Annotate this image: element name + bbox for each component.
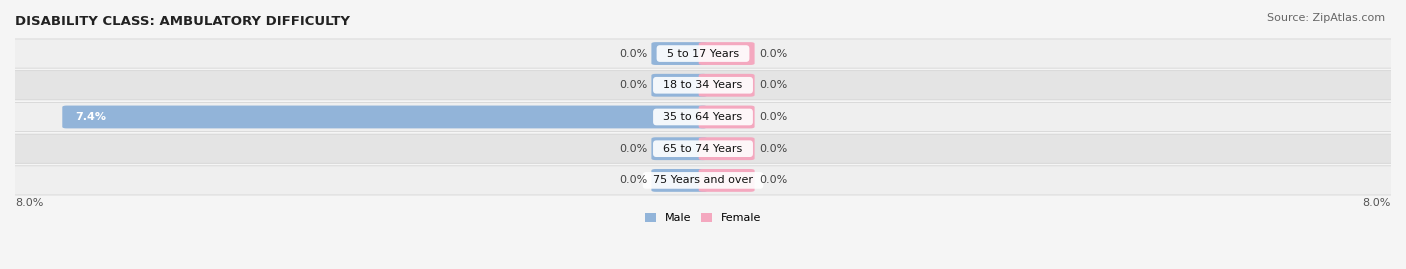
FancyBboxPatch shape	[651, 169, 707, 192]
Text: 0.0%: 0.0%	[619, 175, 647, 185]
Text: 65 to 74 Years: 65 to 74 Years	[657, 144, 749, 154]
Text: 0.0%: 0.0%	[619, 144, 647, 154]
Text: 0.0%: 0.0%	[759, 175, 787, 185]
FancyBboxPatch shape	[62, 105, 707, 128]
FancyBboxPatch shape	[699, 74, 755, 97]
FancyBboxPatch shape	[8, 166, 1398, 195]
Text: 5 to 17 Years: 5 to 17 Years	[659, 48, 747, 59]
FancyBboxPatch shape	[651, 74, 707, 97]
Text: 0.0%: 0.0%	[759, 112, 787, 122]
FancyBboxPatch shape	[8, 134, 1398, 163]
Text: DISABILITY CLASS: AMBULATORY DIFFICULTY: DISABILITY CLASS: AMBULATORY DIFFICULTY	[15, 15, 350, 28]
FancyBboxPatch shape	[8, 102, 1398, 132]
FancyBboxPatch shape	[651, 137, 707, 160]
FancyBboxPatch shape	[8, 39, 1398, 68]
Text: 0.0%: 0.0%	[759, 80, 787, 90]
FancyBboxPatch shape	[699, 105, 755, 128]
Text: 8.0%: 8.0%	[15, 198, 44, 208]
Text: 0.0%: 0.0%	[619, 80, 647, 90]
Text: 18 to 34 Years: 18 to 34 Years	[657, 80, 749, 90]
Text: 75 Years and over: 75 Years and over	[645, 175, 761, 185]
Legend: Male, Female: Male, Female	[641, 209, 765, 228]
FancyBboxPatch shape	[699, 137, 755, 160]
Text: 0.0%: 0.0%	[759, 48, 787, 59]
FancyBboxPatch shape	[699, 42, 755, 65]
FancyBboxPatch shape	[651, 42, 707, 65]
FancyBboxPatch shape	[699, 169, 755, 192]
Text: 0.0%: 0.0%	[759, 144, 787, 154]
Text: 35 to 64 Years: 35 to 64 Years	[657, 112, 749, 122]
FancyBboxPatch shape	[8, 71, 1398, 100]
Text: 0.0%: 0.0%	[619, 48, 647, 59]
Text: 8.0%: 8.0%	[1362, 198, 1391, 208]
Text: 7.4%: 7.4%	[75, 112, 107, 122]
Text: Source: ZipAtlas.com: Source: ZipAtlas.com	[1267, 13, 1385, 23]
